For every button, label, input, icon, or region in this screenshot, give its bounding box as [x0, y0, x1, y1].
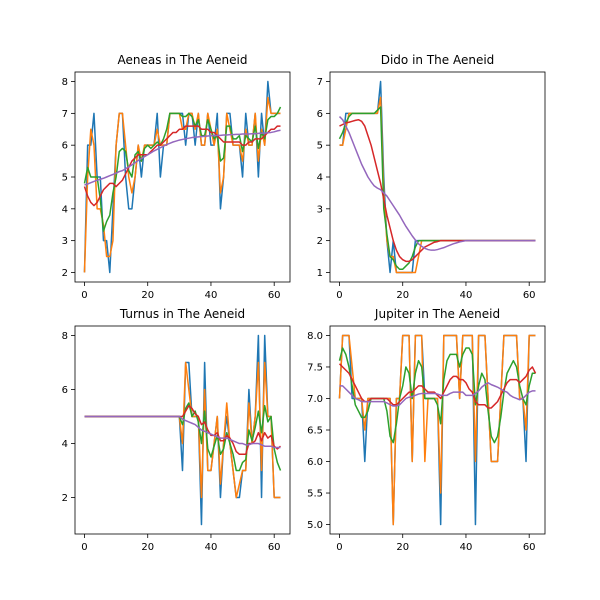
y-tick-label: 1 [317, 268, 323, 279]
x-tick-label: 20 [396, 290, 409, 301]
subplot-title: Jupiter in The Aeneid [374, 307, 500, 321]
x-tick-label: 40 [460, 290, 473, 301]
subplot-turnus: 0 20 40 60 2 4 6 8 Turnus in The Aeneid [62, 307, 291, 553]
subplot-title: Aeneas in The Aeneid [118, 53, 248, 67]
x-tick-label: 60 [523, 542, 536, 553]
x-tick-label: 40 [460, 542, 473, 553]
subplot-title: Dido in The Aeneid [381, 53, 495, 67]
subplot-title: Turnus in The Aeneid [119, 307, 245, 321]
y-tick-label: 7 [317, 77, 323, 88]
x-tick-label: 20 [141, 542, 154, 553]
x-tick-label: 60 [268, 542, 281, 553]
y-tick-label: 5 [317, 141, 323, 152]
x-tick-label: 20 [396, 542, 409, 553]
x-tick-label: 40 [205, 290, 218, 301]
x-tick-label: 40 [205, 542, 218, 553]
x-tick-label: 20 [141, 290, 154, 301]
y-tick-label: 8.0 [307, 331, 323, 342]
y-tick-label: 8 [62, 331, 68, 342]
y-tick-label: 5 [62, 173, 68, 184]
series-line-5 [339, 381, 536, 407]
y-tick-label: 6.0 [307, 457, 323, 468]
y-tick-label: 8 [62, 77, 68, 88]
y-tick-label: 2 [62, 493, 68, 504]
series-line-5 [84, 129, 281, 186]
x-tick-label: 0 [81, 290, 87, 301]
y-tick-label: 5.5 [307, 489, 323, 500]
series-line-5 [84, 415, 281, 449]
y-tick-label: 5.0 [307, 520, 323, 531]
axes-frame [74, 325, 291, 535]
y-tick-label: 4 [62, 439, 68, 450]
y-tick-label: 2 [317, 236, 323, 247]
y-tick-label: 2 [62, 268, 68, 279]
y-tick-label: 7 [62, 109, 68, 120]
y-tick-label: 6.5 [307, 426, 323, 437]
series-line-3 [83, 106, 282, 232]
y-tick-label: 7.5 [307, 362, 323, 373]
y-tick-label: 3 [317, 204, 323, 215]
series-line-4 [83, 125, 281, 207]
y-tick-label: 6 [62, 385, 68, 396]
subplot-aeneas: 0 20 40 60 2 3 4 5 6 7 8 Aeneas in The Aeneid [62, 53, 291, 301]
y-tick-label: 7.0 [307, 394, 323, 405]
x-tick-label: 0 [336, 542, 342, 553]
subplot-dido: 0 20 40 60 1 2 3 4 5 6 7 Dido in The Aeneid [317, 53, 546, 301]
x-tick-label: 0 [336, 290, 342, 301]
y-tick-label: 6 [317, 109, 323, 120]
x-tick-label: 0 [81, 542, 87, 553]
y-tick-label: 6 [62, 141, 68, 152]
subplot-jupiter: 0 20 40 60 5.0 5.5 6.0 6.5 7.0 7.5 8.0 Jupiter in T… [307, 307, 546, 553]
x-tick-label: 60 [268, 290, 281, 301]
y-tick-label: 4 [62, 204, 68, 215]
y-tick-label: 3 [62, 236, 68, 247]
y-tick-label: 4 [317, 173, 323, 184]
series-line-5 [338, 116, 536, 251]
x-tick-label: 60 [523, 290, 536, 301]
